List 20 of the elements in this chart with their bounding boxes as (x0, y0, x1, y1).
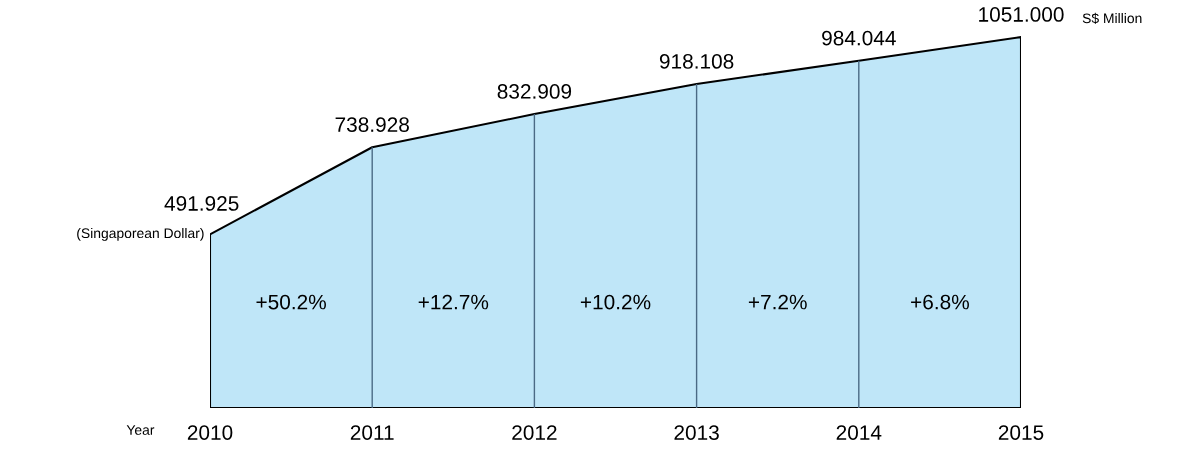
x-tick-label: 2012 (512, 425, 557, 440)
x-axis-title: Year (126, 425, 155, 435)
data-label: 491.925 (164, 196, 239, 211)
x-tick-label: 2014 (836, 425, 882, 440)
data-label: 984.044 (822, 30, 896, 46)
x-tick-label: 2013 (674, 425, 719, 440)
data-label: 738.928 (335, 117, 409, 132)
annotation: +7.2% (748, 294, 807, 310)
data-label: 918.108 (659, 54, 734, 69)
data-label: 832.909 (497, 84, 572, 99)
annotation: +12.7% (418, 294, 489, 310)
annotation: +6.8% (911, 294, 969, 310)
text: S$ Million (1082, 12, 1142, 25)
data-label: 1051.000 (979, 7, 1064, 22)
y-axis-title: (Singaporean Dollar) (77, 227, 204, 241)
x-tick-label: 2015 (998, 425, 1044, 440)
annotation: +50.2% (256, 294, 326, 310)
x-tick-label: 2011 (350, 425, 394, 440)
annotation: +10.2% (580, 294, 651, 310)
x-tick-label: 2010 (187, 425, 233, 440)
